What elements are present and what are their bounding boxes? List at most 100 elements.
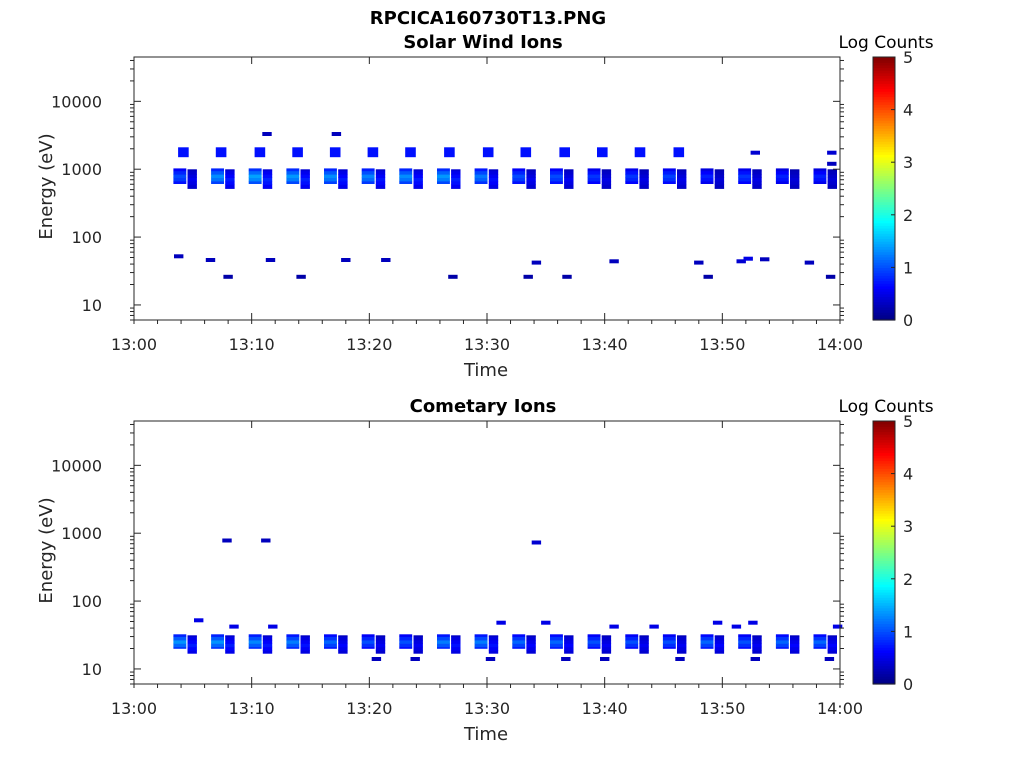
heatmap-cell [601,184,612,189]
colorbar-swatch [873,172,895,176]
heatmap-cell [714,187,725,189]
heatmap-cell [324,180,337,184]
colorbar-swatch [873,449,895,454]
colorbar-swatch [873,96,895,100]
heatmap-cell [564,639,574,644]
heatmap-cell [587,639,601,644]
colorbar-swatch [873,539,895,543]
heatmap-cell [526,639,536,644]
heatmap-cells [173,132,837,279]
colorbar-swatch [873,455,895,459]
heatmap-cell [824,657,835,661]
heatmap-cell [700,168,714,172]
colorbar-swatch [873,649,895,654]
colorbar-swatch [873,164,895,169]
heatmap-cell [248,646,262,649]
heatmap-cell [752,650,762,654]
heatmap-cell [700,646,714,649]
colorbar-swatch [873,306,895,311]
colorbar-swatch [873,133,895,137]
heatmap-cell [173,646,187,649]
heatmap-cell [601,170,612,175]
heatmap-cell [550,643,563,648]
heatmap-cell [541,620,551,625]
colorbar-swatch [873,597,895,601]
heatmap-cell [300,184,310,189]
heatmap-cell [286,174,300,178]
heatmap-cell [526,635,536,637]
heatmap-cell [564,643,574,648]
colorbar-swatch [873,518,895,522]
y-tick-label: 100 [71,228,102,247]
heatmap-cell [827,635,837,637]
heatmap-cell [375,650,386,654]
heatmap-cell [601,180,612,185]
heatmap-cell [813,174,827,178]
colorbar-swatch [873,125,895,129]
heatmap-cell [520,147,532,158]
heatmap-cell [634,147,646,158]
heatmap-cell [550,634,563,637]
colorbar-swatch [873,106,895,111]
heatmap-cell [187,636,197,641]
colorbar-swatch [873,312,895,316]
heatmap-cell [738,639,752,644]
colorbar-swatch [873,277,895,282]
colorbar-swatch [873,560,895,564]
colorbar-swatch [873,283,895,287]
colorbar-swatch [873,431,895,435]
colorbar-swatch [873,620,895,625]
heatmap-cell [338,646,348,651]
heatmap-cell [813,643,827,648]
heatmap-cell [601,646,612,651]
heatmap-cell [300,169,310,172]
colorbar-swatch [873,634,895,638]
heatmap-cell [738,168,752,172]
heatmap-cell [451,174,461,178]
heatmap-cell [437,639,450,644]
heatmap-cell [262,169,273,172]
colorbar-swatch [873,204,895,208]
heatmap-cell [662,174,676,178]
heatmap-cell [827,177,837,182]
heatmap-cell [229,624,239,629]
colorbar-swatch [873,602,895,606]
heatmap-cell [625,170,639,175]
heatmap-cell [662,170,676,175]
colorbar-swatch [873,185,895,190]
colorbar-swatch [873,99,895,103]
heatmap-cell [587,168,601,172]
x-tick-label: 13:10 [229,335,275,354]
heatmap-cell [752,643,762,648]
heatmap-cell [324,636,337,641]
colorbar-swatch [873,212,895,216]
colorbar-swatch [873,555,895,559]
colorbar-swatch [873,655,895,659]
heatmap-cell [399,180,413,184]
heatmap-cell [474,180,488,184]
heatmap-cell [625,174,639,178]
heatmap-cell [187,639,197,644]
heatmap-cell [211,177,224,182]
heatmap-cell [262,635,273,637]
heatmap-cell [775,634,789,637]
heatmap-cell [526,169,536,172]
heatmap-cell [375,170,386,175]
colorbar-swatch [873,544,895,548]
heatmap-cell [775,646,789,649]
colorbar-swatch [873,248,895,253]
heatmap-cell [677,639,687,644]
heatmap-cell [700,174,714,178]
heatmap-cell [474,174,488,178]
heatmap-cell [639,643,649,648]
colorbar-tick-label: 1 [903,622,913,641]
heatmap-cell [738,180,752,184]
colorbar-swatch [873,191,895,195]
heatmap-cell [827,187,837,189]
heatmap-cell [262,643,273,648]
heatmap-cell [485,657,496,661]
heatmap-cell [662,636,676,641]
heatmap-cell [338,174,348,178]
